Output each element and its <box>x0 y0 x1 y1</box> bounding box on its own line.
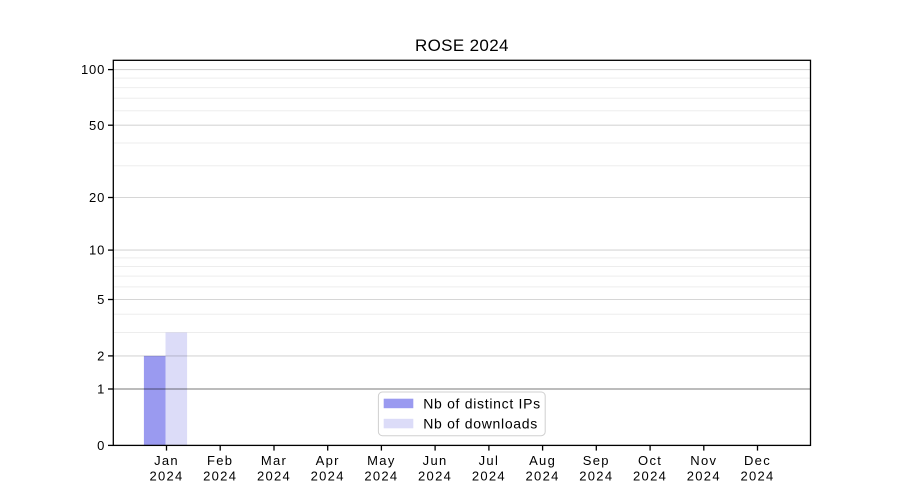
svg-text:2024: 2024 <box>526 469 560 484</box>
svg-text:50: 50 <box>89 118 105 133</box>
svg-text:2024: 2024 <box>418 469 452 484</box>
svg-text:1: 1 <box>97 382 105 397</box>
svg-text:2024: 2024 <box>203 469 237 484</box>
svg-text:Dec: Dec <box>744 453 771 468</box>
svg-text:ROSE 2024: ROSE 2024 <box>415 36 509 55</box>
svg-text:2024: 2024 <box>311 469 345 484</box>
svg-text:Jan: Jan <box>154 453 179 468</box>
svg-text:2024: 2024 <box>149 469 183 484</box>
svg-text:Nov: Nov <box>690 453 717 468</box>
svg-text:2: 2 <box>97 349 105 364</box>
svg-text:2024: 2024 <box>472 469 506 484</box>
svg-text:2024: 2024 <box>687 469 721 484</box>
svg-text:2024: 2024 <box>257 469 291 484</box>
svg-text:Oct: Oct <box>638 453 662 468</box>
svg-text:10: 10 <box>89 243 105 258</box>
svg-text:Feb: Feb <box>207 453 233 468</box>
svg-text:Aug: Aug <box>529 453 556 468</box>
svg-text:100: 100 <box>81 62 105 77</box>
svg-text:2024: 2024 <box>633 469 667 484</box>
svg-text:May: May <box>367 453 395 468</box>
svg-text:Mar: Mar <box>261 453 287 468</box>
svg-text:2024: 2024 <box>364 469 398 484</box>
svg-text:0: 0 <box>97 438 105 453</box>
svg-text:Apr: Apr <box>316 453 340 468</box>
svg-text:20: 20 <box>89 190 105 205</box>
svg-text:Sep: Sep <box>583 453 610 468</box>
svg-text:Nb of distinct IPs: Nb of distinct IPs <box>423 395 541 411</box>
svg-text:Jul: Jul <box>479 453 500 468</box>
svg-text:Nb of downloads: Nb of downloads <box>423 415 538 431</box>
svg-text:2024: 2024 <box>579 469 613 484</box>
svg-text:2024: 2024 <box>740 469 774 484</box>
svg-text:5: 5 <box>97 292 105 307</box>
svg-text:Jun: Jun <box>423 453 448 468</box>
